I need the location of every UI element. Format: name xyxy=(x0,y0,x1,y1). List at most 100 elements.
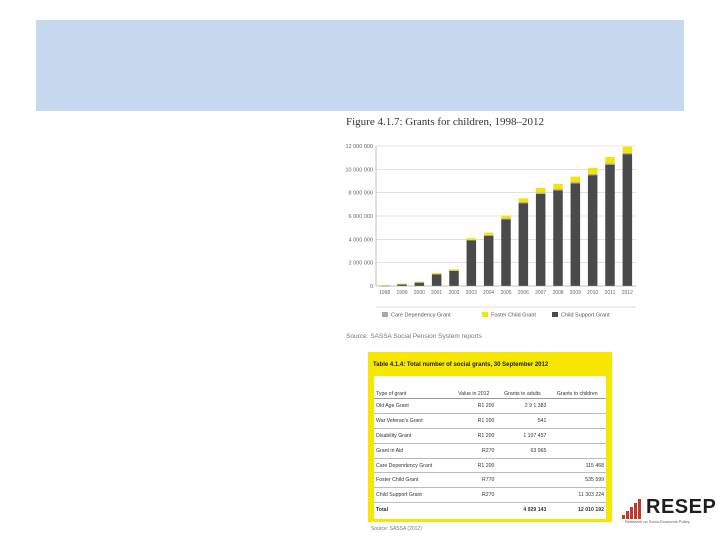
grants-table: Type of grant Value in 2012 Grants to ad… xyxy=(374,376,606,517)
bar-child-support-grant-2007 xyxy=(535,193,546,286)
table-cell: R770 xyxy=(451,472,497,489)
bar-foster-child-grant-2002 xyxy=(449,269,459,271)
table-cell: R1 200 xyxy=(451,428,497,444)
bar-child-support-grant-2012 xyxy=(622,154,633,286)
header-children: Grants to children xyxy=(548,376,606,399)
bar-child-support-grant-2010 xyxy=(587,175,598,286)
table-cell: 4 929 143 xyxy=(523,507,547,514)
x-tick-label: 2011 xyxy=(605,290,616,296)
bar-child-support-grant-1999 xyxy=(397,284,407,286)
legend-swatch xyxy=(552,312,558,317)
bar-foster-child-grant-1999 xyxy=(397,283,407,285)
table-row: Care Dependency Grant R1 200 115 468 xyxy=(374,458,606,474)
bar-foster-child-grant-2005 xyxy=(501,215,511,219)
bar-foster-child-grant-1998 xyxy=(379,285,390,286)
table-row: Old Age Grant R1 200 2 9 1 383 xyxy=(374,398,606,414)
table-source: Source: SASSA (2012) xyxy=(371,526,422,532)
logo-wordmark: RESEP xyxy=(646,496,717,518)
table-cell: 12 010 192 xyxy=(578,507,604,514)
x-tick-label: 2006 xyxy=(518,290,529,296)
table-cell: Child Support Grant xyxy=(374,487,452,504)
x-tick-label: 2001 xyxy=(431,290,442,296)
header-type: Type of grant xyxy=(374,376,452,399)
y-tick-label: 8 000 000 xyxy=(349,191,373,197)
table-cell: R270 xyxy=(451,487,497,504)
table-cell: 63 965 xyxy=(496,443,549,459)
bar-child-support-grant-2003 xyxy=(466,240,477,286)
bar-foster-child-grant-2006 xyxy=(518,198,529,203)
bar-care-dependency-grant-2009 xyxy=(570,182,581,184)
bar-child-support-grant-2009 xyxy=(570,183,581,286)
table-cell: 11 303 224 xyxy=(548,487,606,504)
legend-label: Child Support Grant xyxy=(561,313,610,319)
table-cell: Foster Child Grant xyxy=(374,472,452,489)
table-cell xyxy=(496,458,549,474)
x-tick-label: 2008 xyxy=(552,290,563,296)
table-cell: R1 200 xyxy=(451,398,497,414)
table-cell: 541 xyxy=(496,413,549,429)
figure-title: Figure 4.1.7: Grants for children, 1998–… xyxy=(346,116,544,128)
table-header-row: Type of grant Value in 2012 Grants to ad… xyxy=(374,376,606,399)
table-cell xyxy=(451,503,496,517)
table-cell: Disability Grant xyxy=(374,428,452,444)
bar-care-dependency-grant-2002 xyxy=(449,270,459,271)
bar-foster-child-grant-2009 xyxy=(570,176,581,183)
bar-foster-child-grant-2000 xyxy=(414,281,425,283)
x-tick-label: 1999 xyxy=(396,290,407,296)
y-tick-label: 12 000 000 xyxy=(345,144,373,150)
bar-care-dependency-grant-2005 xyxy=(501,218,511,220)
bar-care-dependency-grant-2010 xyxy=(587,173,598,176)
grants-table-panel: Table 4.1.4: Total number of social gran… xyxy=(368,352,612,522)
bar-child-support-grant-2011 xyxy=(605,164,615,286)
bar-care-dependency-grant-2000 xyxy=(414,282,425,283)
chart-source: Source: SASSA Social Pension System repo… xyxy=(346,333,482,340)
bar-child-support-grant-2000 xyxy=(414,282,425,286)
y-tick-label: 2 000 000 xyxy=(349,261,373,267)
table-cell xyxy=(548,398,606,414)
bar-foster-child-grant-2001 xyxy=(431,273,442,274)
table-cell: R1 200 xyxy=(451,413,497,429)
bar-care-dependency-grant-2011 xyxy=(605,163,615,165)
resep-logo: RESEP Research on Socio-Economic Policy xyxy=(622,496,716,526)
bar-foster-child-grant-2007 xyxy=(535,188,546,193)
legend-label: Care Dependency Grant xyxy=(391,313,451,319)
bar-foster-child-grant-2012 xyxy=(622,146,633,153)
table-cell xyxy=(548,443,606,459)
bar-child-support-grant-2004 xyxy=(483,235,494,286)
table-row: Foster Child Grant R770 535 599 xyxy=(374,472,606,489)
bar-child-support-grant-2002 xyxy=(449,270,459,286)
table-row: Disability Grant R1 200 1 107 457 xyxy=(374,428,606,444)
grants-chart: 0 2 000 000 4 000 000 6 000 000 8 000 000 10 … xyxy=(345,144,636,319)
bar-care-dependency-grant-1999 xyxy=(397,284,407,285)
table-cell: Old Age Grant xyxy=(374,398,452,414)
table-cell: Total xyxy=(376,507,389,514)
table-cell xyxy=(548,413,606,429)
bar-child-support-grant-2008 xyxy=(553,190,563,286)
title-banner xyxy=(36,20,684,111)
table-cell: R1 200 xyxy=(451,458,497,474)
table-cell: War Veteran's Grant xyxy=(374,413,452,429)
table-cell xyxy=(548,428,606,444)
bar-care-dependency-grant-2012 xyxy=(622,152,633,155)
x-tick-label: 2004 xyxy=(483,290,494,296)
y-tick-label: 4 000 000 xyxy=(349,237,373,243)
table-total-row: Total 4 929 143 12 010 192 xyxy=(374,503,606,517)
table-title: Table 4.1.4: Total number of social gran… xyxy=(373,362,549,368)
bar-child-support-grant-2005 xyxy=(501,219,511,286)
x-tick-label: 2003 xyxy=(466,290,477,296)
table-cell xyxy=(496,487,549,504)
table-row: Child Support Grant R270 11 303 224 xyxy=(374,487,606,504)
y-tick-label: 10 000 000 xyxy=(345,167,373,173)
bar-foster-child-grant-2004 xyxy=(483,232,494,235)
table-cell xyxy=(496,472,549,489)
bar-care-dependency-grant-2001 xyxy=(431,273,442,275)
table-cell: 115 468 xyxy=(548,458,606,474)
x-tick-label: 2012 xyxy=(622,290,633,296)
table-cell: 535 599 xyxy=(548,472,606,489)
y-tick-label: 6 000 000 xyxy=(349,214,373,220)
x-tick-label: 2010 xyxy=(587,290,598,296)
logo-bars-icon xyxy=(622,499,641,519)
bar-foster-child-grant-2008 xyxy=(553,183,563,190)
bar-child-support-grant-2006 xyxy=(518,203,529,286)
legend-label: Foster Child Grant xyxy=(491,313,536,319)
